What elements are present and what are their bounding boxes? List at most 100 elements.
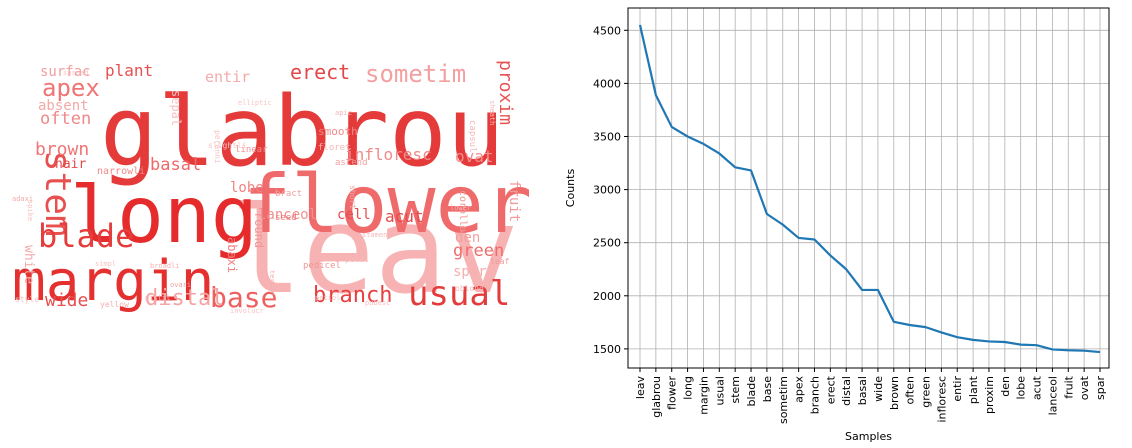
cloud-word: short <box>348 185 357 209</box>
cloud-word: lower <box>450 204 471 212</box>
cloud-word: entir <box>205 68 250 86</box>
x-tick-label: sometim <box>777 376 790 424</box>
cloud-word: bract <box>275 189 302 199</box>
cloud-word: leaf <box>490 257 509 266</box>
cloud-word: ascend <box>335 158 368 168</box>
y-axis-label: Counts <box>564 169 577 208</box>
cloud-word: stem <box>37 150 78 237</box>
cloud-word: floret <box>318 143 351 153</box>
x-tick-label: base <box>761 376 774 402</box>
cloud-word: oblong <box>455 284 484 293</box>
cloud-word: spread <box>63 69 88 77</box>
cloud-word: white <box>21 245 36 284</box>
y-tick-label: 4000 <box>593 77 621 90</box>
cloud-word: plant <box>105 61 153 80</box>
cloud-word: slightli <box>208 141 247 150</box>
cloud-word: spike <box>26 200 34 221</box>
x-tick-label: flower <box>666 376 679 410</box>
cloud-word: perenni <box>213 130 222 164</box>
y-tick-label: 2500 <box>593 237 621 250</box>
cloud-word: corolla <box>457 190 468 232</box>
cloud-word: wide <box>45 290 88 311</box>
x-tick-label: leav <box>634 376 647 400</box>
cloud-word: cell <box>337 207 371 223</box>
cloud-word: flower <box>243 158 532 251</box>
y-tick-label: 2000 <box>593 290 621 303</box>
cloud-word: surfac <box>40 64 91 80</box>
cloud-word: smooth <box>318 125 358 138</box>
cloud-word: abaxi <box>225 237 239 273</box>
x-tick-label: proxim <box>983 376 996 414</box>
x-tick-label: branch <box>808 376 821 414</box>
cloud-word: pedicel <box>303 261 341 271</box>
cloud-word: narrowli <box>97 166 145 177</box>
cloud-word: often <box>40 109 91 129</box>
x-tick-label: glabrou <box>650 376 663 418</box>
cloud-word: termin <box>268 270 276 295</box>
y-tick-label: 3500 <box>593 130 621 143</box>
x-tick-label: usual <box>713 376 726 405</box>
cloud-word: round <box>252 212 266 248</box>
cloud-word: glabrou <box>100 76 505 188</box>
cloud-word: den <box>455 230 480 246</box>
cloud-word: usual <box>408 274 510 314</box>
y-tick-label: 4500 <box>593 24 621 37</box>
x-tick-label: den <box>999 376 1012 397</box>
x-tick-label: stem <box>729 376 742 404</box>
x-tick-label: lobe <box>1015 376 1028 400</box>
counts-line <box>638 24 1101 354</box>
cloud-word: infloresc <box>345 145 432 164</box>
cloud-word: involucr <box>230 307 264 315</box>
y-tick-label: 3000 <box>593 184 621 197</box>
cloud-word: seed <box>275 213 297 223</box>
x-tick-label: brown <box>888 376 901 410</box>
x-tick-label: often <box>904 376 917 404</box>
x-tick-label: acut <box>1031 375 1044 400</box>
cloud-word: pistil <box>145 294 170 302</box>
cloud-word: apex <box>42 74 100 102</box>
x-tick-label: infloresc <box>935 376 948 423</box>
cloud-word: elliptic <box>238 99 272 107</box>
cloud-word: long <box>70 171 258 261</box>
cloud-word: capsul <box>467 120 477 153</box>
cloud-word: margin <box>12 249 214 314</box>
cloud-word: stamen <box>362 231 387 239</box>
x-tick-label: distal <box>840 376 853 406</box>
cloud-word: broadli <box>150 262 180 270</box>
cloud-word: pubesc <box>365 299 390 307</box>
x-tick-label: long <box>682 376 695 400</box>
cloud-word: style <box>15 295 39 304</box>
x-tick-label: erect <box>824 375 837 404</box>
cloud-word: absent <box>38 98 89 114</box>
cloud-word: brown <box>35 139 89 160</box>
cloud-word: sheath <box>488 100 496 125</box>
x-axis-label: Samples <box>845 430 892 443</box>
cloud-word: petiol <box>315 294 340 302</box>
cloud-word: yellow <box>100 300 129 309</box>
cloud-word: erect <box>290 60 350 84</box>
cloud-word: sepal <box>169 90 183 126</box>
plot-frame <box>627 7 1110 369</box>
cloud-word: distal <box>145 286 224 311</box>
cloud-word: lobe <box>230 180 264 196</box>
cloud-word: linear <box>235 145 268 155</box>
cloud-word: petal <box>345 255 369 264</box>
cloud-word: sometim <box>365 60 466 88</box>
x-tick-label: blade <box>745 376 758 407</box>
x-tick-label: wide <box>872 376 885 402</box>
cloud-word: adaxi <box>12 195 33 203</box>
y-tick-label: 1500 <box>593 343 621 356</box>
x-tick-label: entir <box>951 376 964 402</box>
cloud-word: branch <box>313 283 392 308</box>
cloud-word: leav <box>230 182 519 321</box>
cloud-word: apic <box>335 109 352 117</box>
cloud-word: blade <box>38 217 134 255</box>
x-tick-label: spar <box>1094 376 1107 400</box>
cloud-word: base <box>210 281 277 314</box>
x-tick-label: apex <box>793 376 806 403</box>
cloud-word: acut <box>385 207 424 226</box>
cloud-word: green <box>453 241 504 261</box>
cloud-word: proxim <box>495 60 516 125</box>
x-tick-label: ovat <box>1078 375 1091 400</box>
